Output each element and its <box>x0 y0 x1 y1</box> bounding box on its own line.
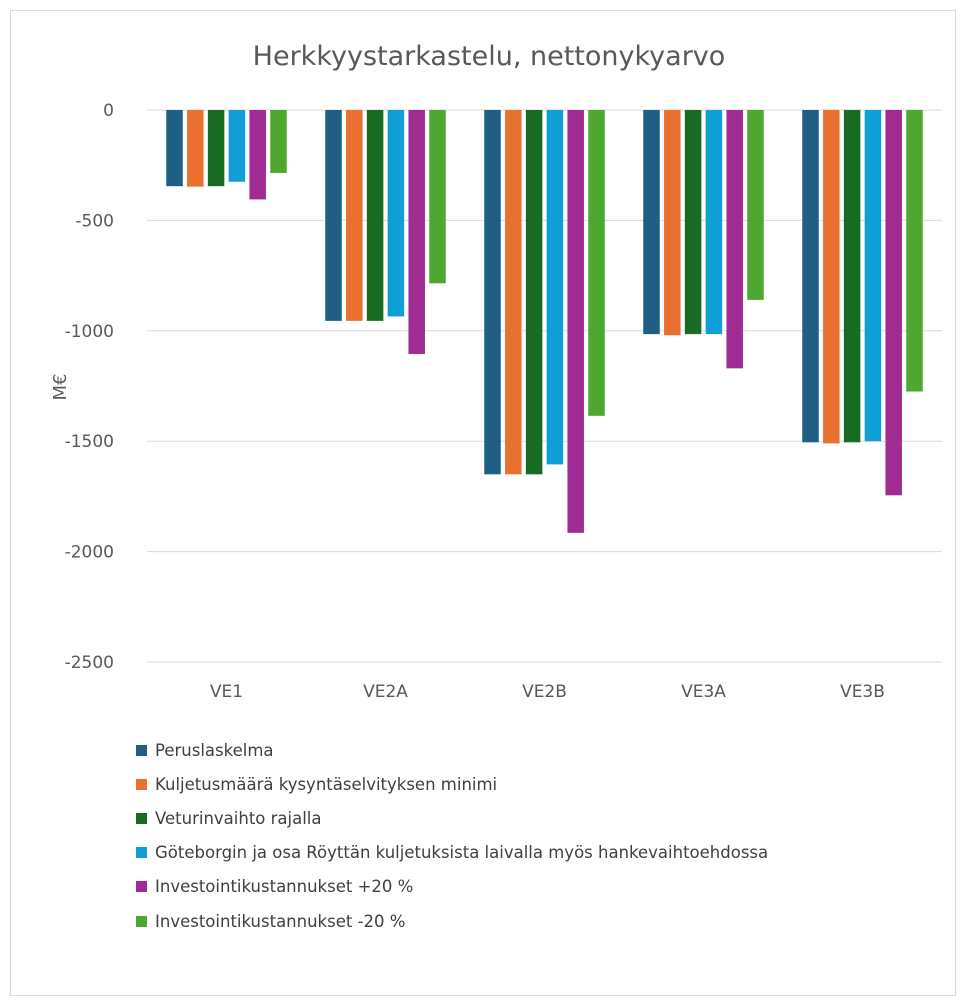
y-tick-labels: 0 -500 -1000 -1500 -2000 -2500 <box>65 101 114 673</box>
bar <box>705 110 723 335</box>
bar <box>525 110 543 475</box>
legend-label: Göteborgin ja osa Röyttän kuljetuksista … <box>155 843 769 863</box>
bar <box>684 110 702 335</box>
bar <box>726 110 743 369</box>
bar <box>249 110 266 200</box>
chart-title: Herkkyystarkastelu, nettonykyarvo <box>253 41 726 72</box>
bar <box>643 110 660 335</box>
legend-swatch <box>136 778 147 790</box>
legend-label: Investointikustannukset -20 % <box>155 911 406 931</box>
bar <box>567 110 584 533</box>
legend-label: Peruslaskelma <box>155 740 274 760</box>
bar <box>823 110 840 444</box>
bar <box>546 110 564 465</box>
y-tick-label: 0 <box>103 101 114 121</box>
bar <box>906 110 923 392</box>
legend-item: Göteborgin ja osa Röyttän kuljetuksista … <box>136 836 768 870</box>
x-tick-label: VE3A <box>681 682 726 702</box>
y-tick-label: -2000 <box>65 543 114 563</box>
bar <box>429 110 446 284</box>
legend-swatch <box>136 744 147 756</box>
bar <box>346 110 363 321</box>
legend-label: Investointikustannukset +20 % <box>155 877 414 897</box>
x-tick-label: VE3B <box>840 682 885 702</box>
legend-item: Investointikustannukset +20 % <box>136 870 768 904</box>
bar <box>588 110 605 416</box>
y-tick-label: -1500 <box>65 432 114 452</box>
legend-item: Investointikustannukset -20 % <box>136 904 768 938</box>
bar <box>228 110 246 182</box>
bar <box>166 110 183 187</box>
legend-label: Veturinvaihto rajalla <box>155 808 322 828</box>
bar <box>885 110 902 496</box>
bar <box>366 110 384 321</box>
bar <box>187 110 204 187</box>
legend-item: Kuljetusmäärä kysyntäselvityksen minimi <box>136 767 768 801</box>
legend: Peruslaskelma Kuljetusmäärä kysyntäselvit… <box>136 733 768 938</box>
x-tick-label: VE2A <box>363 682 408 702</box>
legend-swatch <box>136 881 147 893</box>
bar <box>802 110 819 443</box>
bar <box>864 110 882 442</box>
legend-item: Peruslaskelma <box>136 733 768 767</box>
bar <box>387 110 405 317</box>
y-tick-label: -1000 <box>65 322 114 342</box>
y-axis-label: M€ <box>50 374 71 401</box>
legend-swatch <box>136 915 147 927</box>
x-tick-label: VE1 <box>210 682 243 702</box>
bar <box>505 110 522 475</box>
y-tick-label: -2500 <box>65 653 114 673</box>
bar <box>843 110 861 443</box>
y-tick-label: -500 <box>75 211 114 231</box>
bar <box>270 110 287 173</box>
gridlines <box>147 109 942 663</box>
bar <box>207 110 225 187</box>
bar-series <box>166 110 923 533</box>
x-tick-label: VE2B <box>522 682 567 702</box>
bar <box>325 110 342 321</box>
bar <box>664 110 681 336</box>
legend-swatch <box>136 812 147 824</box>
bar <box>484 110 501 475</box>
legend-swatch <box>136 847 147 859</box>
legend-label: Kuljetusmäärä kysyntäselvityksen minimi <box>155 774 498 794</box>
legend-item: Veturinvaihto rajalla <box>136 801 768 835</box>
x-tick-labels: VE1 VE2A VE2B VE3A VE3B <box>210 682 885 702</box>
bar <box>747 110 764 300</box>
bar <box>408 110 425 354</box>
